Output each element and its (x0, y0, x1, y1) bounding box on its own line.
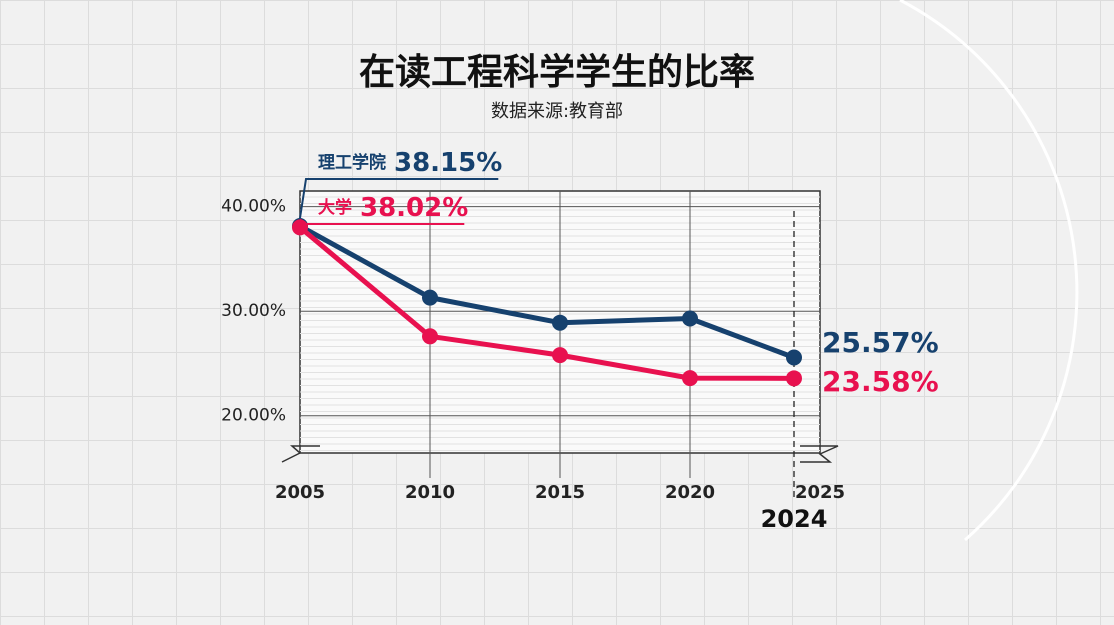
legend-name: 理工学院 (318, 152, 386, 173)
point (552, 314, 568, 331)
point (682, 370, 698, 387)
x-tick-label: 2005 (275, 482, 325, 503)
point (422, 289, 438, 306)
y-tick-label: 30.00% (221, 301, 286, 321)
x-tick-label: 2025 (795, 482, 845, 503)
legend-name: 大学 (318, 197, 352, 218)
point (786, 349, 802, 366)
point (292, 219, 308, 236)
x-tick-label: 2020 (665, 482, 715, 503)
axis-break (281, 445, 839, 463)
chart-title: 在读工程科学学生的比率 (359, 51, 755, 93)
value-label: 25.57% (822, 326, 939, 359)
point (422, 328, 438, 345)
point (552, 347, 568, 364)
chart-subtitle: 数据来源:教育部 (491, 101, 623, 122)
series-label: 大学 38.02% (318, 193, 468, 223)
point (682, 310, 698, 327)
x-tick-label: 2015 (535, 482, 585, 503)
y-tick-label: 40.00% (221, 197, 286, 217)
x-tick-label: 2010 (405, 482, 455, 503)
value-label: 23.58% (822, 365, 939, 398)
decor-arc (899, 0, 1079, 542)
label-leader (299, 178, 499, 219)
label-leader (299, 218, 465, 225)
value-label: 38.15% (394, 148, 502, 178)
point (786, 370, 802, 387)
value-label: 38.02% (360, 193, 468, 223)
y-tick-label: 20.00% (221, 406, 286, 426)
highlight-label: 2024 (761, 505, 828, 533)
series-label: 理工学院 38.15% (318, 148, 502, 178)
